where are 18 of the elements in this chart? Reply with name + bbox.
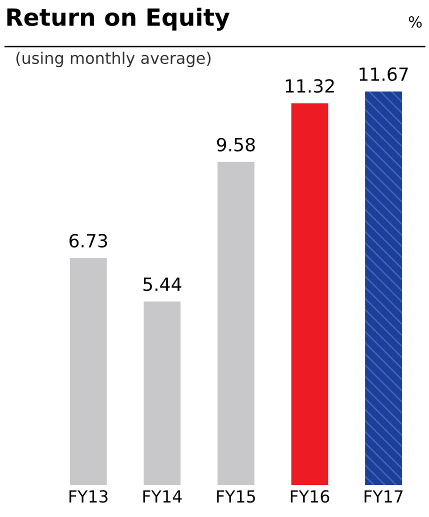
bar xyxy=(218,162,254,485)
data-label: 11.32 xyxy=(286,79,334,93)
x-tick-label: FY16 xyxy=(290,490,330,503)
bar xyxy=(291,103,328,485)
x-tick-label: FY15 xyxy=(217,490,255,503)
chart-subtitle: (using monthly average) xyxy=(16,52,211,68)
data-label: 9.58 xyxy=(216,138,255,152)
bar xyxy=(365,91,402,485)
data-label: 11.67 xyxy=(360,67,408,82)
chart-title: Return on Equity xyxy=(7,8,230,31)
bar xyxy=(144,302,181,485)
text: % xyxy=(408,16,422,28)
data-label: 5.44 xyxy=(143,278,182,292)
x-tick-label: FY14 xyxy=(143,490,182,502)
data-label: 6.73 xyxy=(70,234,108,248)
x-tick-label: FY17 xyxy=(364,490,403,502)
x-tick-label: FY13 xyxy=(70,490,108,503)
bar xyxy=(70,258,107,485)
